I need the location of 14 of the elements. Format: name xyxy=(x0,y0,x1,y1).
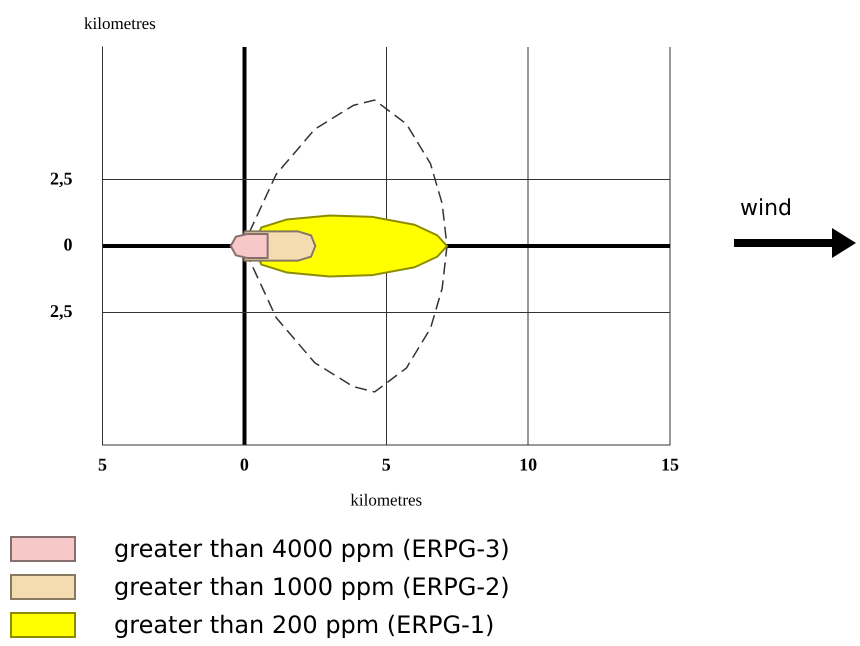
x-tick-label: 0 xyxy=(240,454,249,474)
x-tick-label: 5 xyxy=(98,454,107,474)
x-tick-label: 10 xyxy=(519,454,538,474)
y-tick-label: 0 xyxy=(64,234,72,255)
x-axis-title: kilometres xyxy=(350,490,422,510)
y-axis-title: kilometres xyxy=(84,14,156,34)
y-tick-label: 2,5 xyxy=(50,300,72,321)
legend-label: greater than 1000 ppm (ERPG-2) xyxy=(114,573,510,601)
y-tick-label: 2,5 xyxy=(50,168,72,188)
legend-label: greater than 4000 ppm (ERPG-3) xyxy=(114,535,510,563)
x-tick-label: 15 xyxy=(661,454,679,474)
legend-label: greater than 200 ppm (ERPG-1) xyxy=(114,611,494,639)
text: wind xyxy=(740,196,792,221)
x-tick-label: 5 xyxy=(382,454,391,474)
